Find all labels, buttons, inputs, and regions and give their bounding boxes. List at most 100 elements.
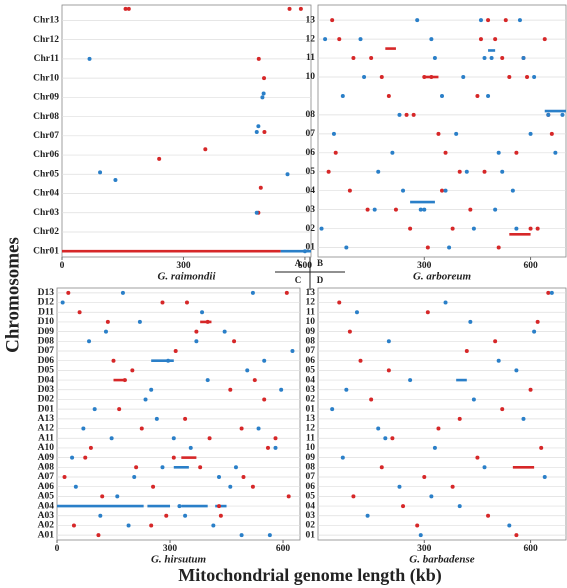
point: [96, 533, 101, 538]
point: [365, 207, 370, 212]
point: [184, 300, 189, 305]
point: [358, 37, 363, 42]
point: [514, 533, 519, 538]
point: [273, 445, 278, 450]
point: [549, 131, 554, 136]
point: [468, 207, 473, 212]
point: [521, 56, 526, 61]
point: [232, 339, 237, 344]
point: [126, 523, 131, 528]
y-tick-label: 07: [306, 472, 316, 482]
point: [217, 475, 221, 479]
point: [164, 513, 169, 518]
y-tick-label: 13: [306, 414, 316, 424]
point: [478, 37, 483, 42]
point: [535, 319, 540, 324]
point: [514, 150, 519, 155]
y-tick-label: Chr12: [33, 35, 59, 45]
y-tick-label: D02: [38, 395, 55, 405]
y-tick-label: A07: [38, 472, 55, 482]
point: [386, 339, 391, 344]
point: [347, 188, 352, 193]
point: [130, 368, 135, 373]
point: [262, 129, 267, 134]
point: [471, 397, 476, 402]
point: [254, 129, 259, 134]
point: [450, 226, 455, 231]
point: [542, 37, 547, 42]
point: [514, 368, 519, 373]
point: [340, 93, 345, 98]
point: [440, 188, 444, 193]
y-tick-label: 09: [306, 453, 316, 463]
x-tick-label: 300: [417, 544, 432, 554]
y-tick-label: Chr07: [33, 131, 59, 141]
point: [401, 188, 406, 193]
point: [546, 112, 551, 117]
y-tick-label: D10: [38, 317, 55, 327]
x-tick-label: 600: [523, 261, 538, 271]
plot-frame: [56, 287, 301, 541]
point: [103, 329, 108, 334]
point: [482, 169, 487, 174]
point: [376, 169, 381, 174]
point: [330, 407, 335, 412]
point: [66, 290, 71, 295]
y-tick-label: Chr03: [33, 208, 59, 218]
point: [493, 207, 498, 212]
y-tick-label: 03: [306, 385, 316, 395]
y-tick-label: A01: [38, 530, 55, 540]
point: [333, 150, 338, 155]
y-tick-label: 02: [306, 521, 316, 531]
point: [354, 310, 359, 315]
point: [386, 93, 391, 98]
point: [443, 150, 448, 155]
point: [205, 378, 210, 383]
point: [539, 445, 544, 450]
point: [239, 533, 244, 538]
point: [157, 156, 162, 161]
y-tick-label: D06: [38, 356, 55, 366]
y-tick-label: 04: [306, 501, 316, 511]
y-tick-label: 02: [306, 395, 316, 405]
panel-label: A: [295, 258, 302, 268]
x-tick-label: 300: [176, 261, 191, 271]
point: [358, 358, 363, 363]
point: [486, 513, 491, 518]
point: [493, 37, 498, 42]
point: [298, 6, 303, 11]
point: [344, 245, 349, 250]
point: [183, 513, 188, 518]
y-tick-label: A13: [38, 414, 55, 424]
point: [532, 75, 537, 79]
y-tick-label: A02: [38, 521, 55, 531]
point: [123, 6, 128, 11]
x-tick-label: 600: [298, 261, 313, 271]
point: [87, 56, 92, 61]
point: [239, 426, 244, 431]
point: [457, 169, 462, 174]
y-tick-label: D09: [38, 327, 55, 337]
point: [461, 75, 466, 79]
point: [369, 56, 374, 61]
y-tick-label: D05: [38, 366, 55, 376]
y-tick-label: 12: [306, 424, 316, 434]
point: [429, 75, 434, 79]
y-tick-label: A04: [38, 501, 55, 511]
y-tick-label: 08: [306, 110, 316, 120]
point: [514, 226, 519, 231]
point: [279, 387, 284, 392]
point: [489, 56, 494, 61]
plot-frame: [317, 4, 567, 258]
point: [415, 523, 420, 528]
point: [286, 494, 291, 499]
point: [134, 465, 139, 470]
point: [285, 172, 290, 177]
point: [87, 339, 92, 344]
point: [401, 504, 406, 509]
point: [254, 210, 259, 215]
point: [88, 445, 93, 450]
point: [331, 131, 336, 136]
y-tick-label: 06: [306, 482, 316, 492]
y-tick-label: 07: [306, 129, 316, 139]
